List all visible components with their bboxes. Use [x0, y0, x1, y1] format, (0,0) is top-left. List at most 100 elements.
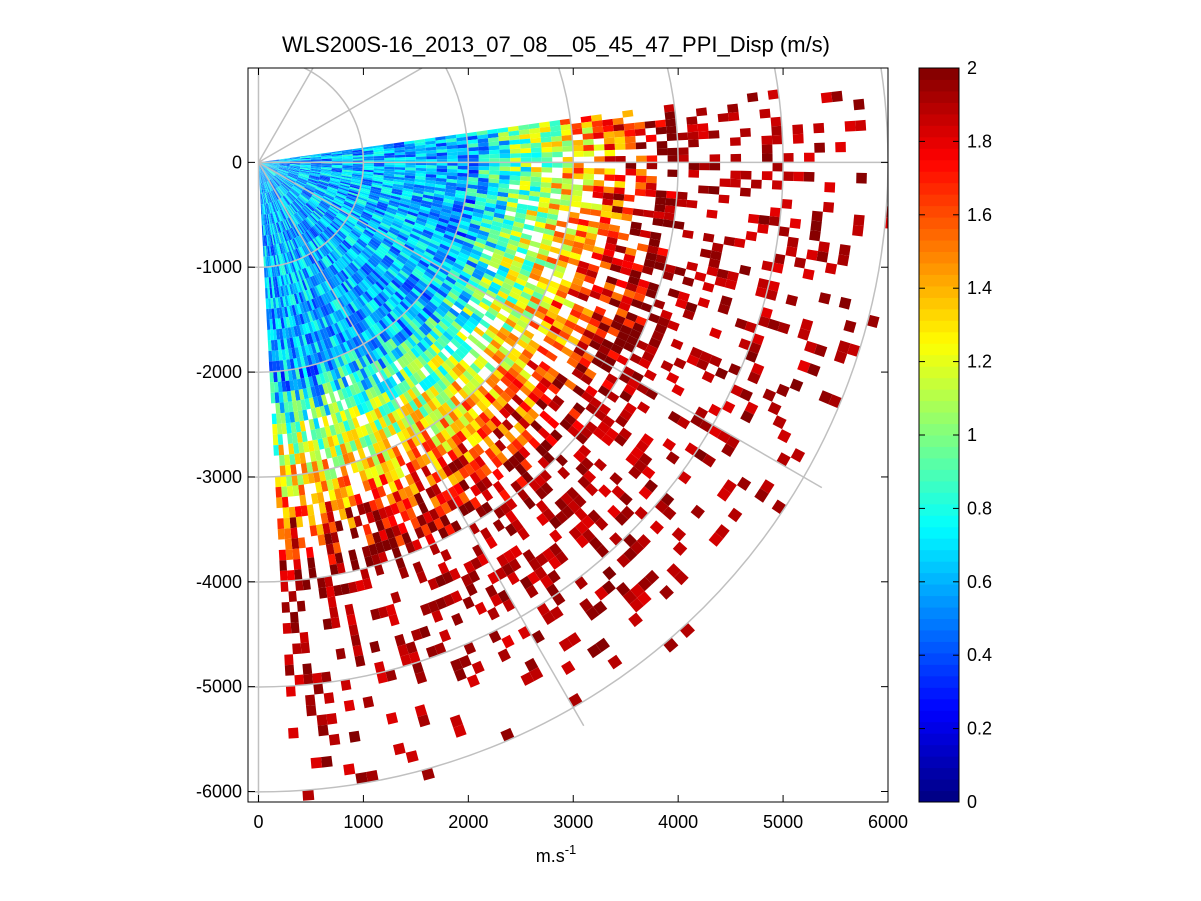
data-cell	[392, 183, 404, 188]
data-cell	[423, 226, 435, 234]
data-cell	[493, 335, 505, 346]
colorbar-band	[919, 629, 959, 642]
data-cell	[465, 195, 477, 201]
data-cell	[279, 158, 290, 160]
data-cell	[604, 168, 616, 175]
data-cell	[275, 188, 282, 198]
data-cell	[445, 188, 456, 194]
data-cell	[329, 380, 338, 392]
data-cell	[531, 157, 542, 163]
data-cell	[363, 167, 374, 171]
data-cell	[259, 172, 261, 184]
data-cell	[352, 371, 361, 383]
data-cell	[369, 338, 379, 350]
data-cell	[476, 400, 488, 412]
data-cell	[310, 166, 322, 169]
data-cell	[446, 172, 458, 177]
data-cell	[346, 265, 355, 275]
data-cell	[387, 204, 399, 211]
data-cell	[540, 136, 552, 143]
data-cell	[408, 651, 421, 664]
data-cell	[290, 422, 297, 434]
data-cell	[354, 257, 365, 267]
data-cell	[373, 211, 384, 218]
data-cell	[292, 400, 298, 412]
data-cell	[268, 298, 272, 309]
data-cell	[352, 644, 364, 657]
data-cell	[338, 508, 348, 521]
data-cell	[414, 300, 425, 310]
data-cell	[630, 298, 643, 309]
data-cell	[564, 379, 577, 391]
data-cell	[369, 466, 379, 478]
data-cell	[363, 248, 373, 257]
data-cell	[444, 191, 456, 197]
data-cell	[645, 182, 657, 191]
data-cell	[574, 507, 588, 521]
data-cell	[496, 196, 508, 202]
data-cell	[474, 601, 488, 615]
data-cell	[531, 386, 544, 399]
data-cell	[433, 408, 444, 421]
data-cell	[305, 278, 312, 289]
data-cell	[340, 354, 349, 366]
data-cell	[356, 221, 367, 230]
data-cell	[303, 301, 310, 312]
data-cell	[395, 466, 405, 479]
data-cell	[471, 271, 483, 281]
data-cell	[555, 510, 569, 524]
data-cell	[462, 306, 474, 317]
data-cell	[387, 351, 397, 363]
data-cell	[759, 108, 771, 119]
data-cell	[388, 481, 398, 494]
data-cell	[442, 464, 454, 478]
data-cell	[542, 611, 556, 625]
data-cell	[592, 333, 605, 345]
data-cell	[456, 297, 468, 307]
data-cell	[268, 160, 280, 162]
data-cell	[370, 299, 380, 310]
data-cell	[360, 214, 371, 222]
data-cell	[266, 181, 271, 192]
data-cell	[494, 294, 507, 304]
data-cell	[275, 200, 281, 211]
data-cell	[295, 198, 304, 207]
data-cell	[265, 203, 268, 215]
data-cell	[329, 313, 337, 324]
data-cell	[323, 195, 334, 202]
data-cell	[433, 368, 445, 380]
data-cell	[436, 174, 447, 179]
data-cell	[371, 215, 383, 223]
data-cell	[352, 149, 363, 153]
data-cell	[312, 672, 323, 685]
data-cell	[474, 200, 486, 207]
data-cell	[309, 450, 317, 462]
data-cell	[635, 175, 647, 183]
data-cell	[727, 507, 743, 523]
data-cell	[773, 253, 786, 265]
data-cell	[508, 135, 520, 141]
data-cell	[277, 170, 288, 175]
data-cell	[353, 312, 362, 323]
data-cell	[436, 456, 448, 469]
data-cell	[593, 409, 607, 422]
data-cell	[330, 177, 341, 182]
data-cell	[305, 217, 314, 227]
data-cell	[329, 178, 341, 183]
data-cell	[391, 222, 403, 229]
data-cell	[594, 586, 609, 601]
data-cell	[375, 207, 386, 214]
x-axis: 0 1000 2000 3000 4000 5000 6000	[253, 68, 908, 832]
data-cell	[304, 398, 311, 410]
data-cell	[347, 581, 358, 594]
data-cell	[469, 275, 481, 285]
data-cell	[396, 500, 407, 513]
data-cell	[307, 181, 318, 186]
data-cell	[638, 486, 653, 500]
data-cell	[436, 149, 448, 153]
data-cell	[271, 234, 275, 245]
data-cell	[432, 276, 444, 286]
data-cell	[348, 362, 356, 374]
data-cell	[408, 208, 419, 215]
data-cell	[277, 339, 282, 351]
